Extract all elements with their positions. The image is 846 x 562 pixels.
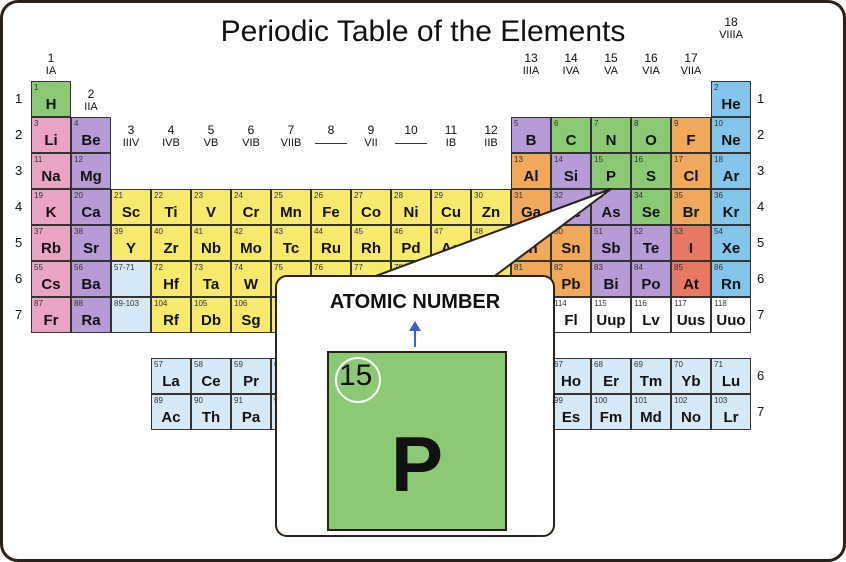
periodic-table-frame: Periodic Table of the Elements 1IA2IIA3I… — [0, 0, 846, 562]
arrow-up-icon — [409, 321, 421, 331]
callout-atomic-number: 15 — [339, 359, 372, 393]
callout-element-cell: 15 P — [327, 351, 507, 531]
callout-element-symbol: P — [329, 419, 505, 510]
atomic-number-callout: ATOMIC NUMBER 15 P — [275, 275, 555, 537]
callout-label: ATOMIC NUMBER — [277, 291, 553, 314]
